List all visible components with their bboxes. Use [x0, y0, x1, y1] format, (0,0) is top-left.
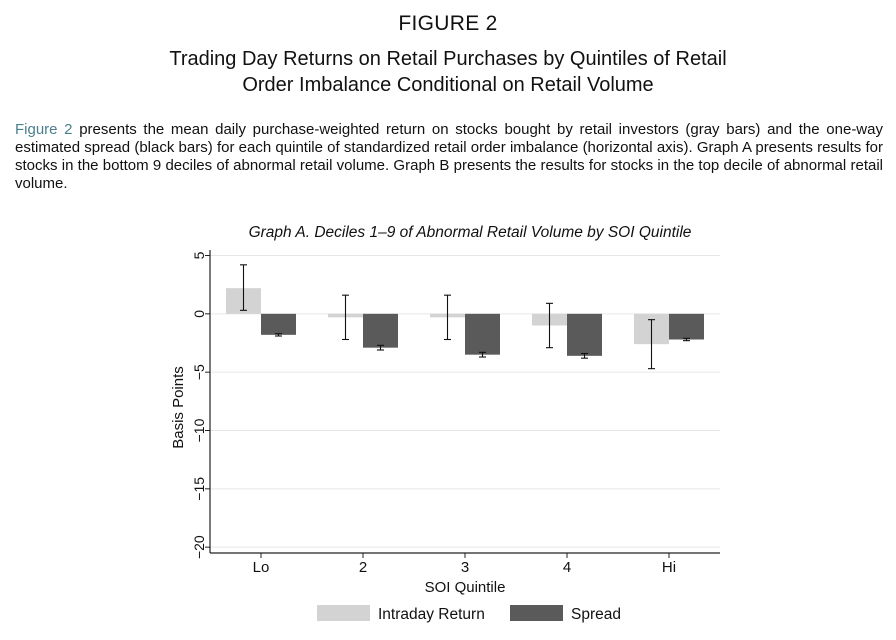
y-tick-label: −20: [191, 535, 207, 559]
y-tick-label: 5: [191, 251, 207, 259]
figure-title-line-1: Trading Day Returns on Retail Purchases …: [169, 48, 727, 70]
bar-spread: [465, 313, 500, 355]
y-tick-label: −15: [191, 477, 207, 501]
legend-swatch: [510, 605, 563, 621]
legend-label: Intraday Return: [378, 606, 485, 623]
figure-label: FIGURE 2: [398, 12, 498, 35]
x-tick-label: 2: [359, 559, 367, 576]
bar-spread: [669, 313, 704, 340]
figure-reference-link[interactable]: Figure 2: [15, 121, 73, 138]
legend-swatch: [317, 605, 370, 621]
y-tick-label: −10: [191, 418, 207, 442]
figure-title-line-2: Order Imbalance Conditional on Retail Vo…: [242, 74, 654, 96]
y-tick-label: 0: [191, 310, 207, 318]
bar-spread: [363, 313, 398, 348]
bar-spread: [261, 313, 296, 335]
legend-label: Spread: [571, 606, 621, 623]
x-tick-label: 4: [563, 559, 571, 576]
x-tick-label: Hi: [662, 559, 676, 576]
caption-text: presents the mean daily purchase-weighte…: [15, 121, 883, 192]
figure-title: Trading Day Returns on Retail Purchases …: [100, 46, 796, 98]
x-tick-label: 3: [461, 559, 469, 576]
y-axis-title: Basis Points: [170, 366, 187, 449]
chart-title: Graph A. Deciles 1–9 of Abnormal Retail …: [249, 224, 692, 241]
figure-caption: Figure 2 presents the mean daily purchas…: [15, 121, 883, 193]
x-axis-title: SOI Quintile: [425, 579, 506, 596]
bar-spread: [567, 313, 602, 356]
y-tick-label: −5: [191, 364, 207, 380]
x-tick-label: Lo: [253, 559, 270, 576]
